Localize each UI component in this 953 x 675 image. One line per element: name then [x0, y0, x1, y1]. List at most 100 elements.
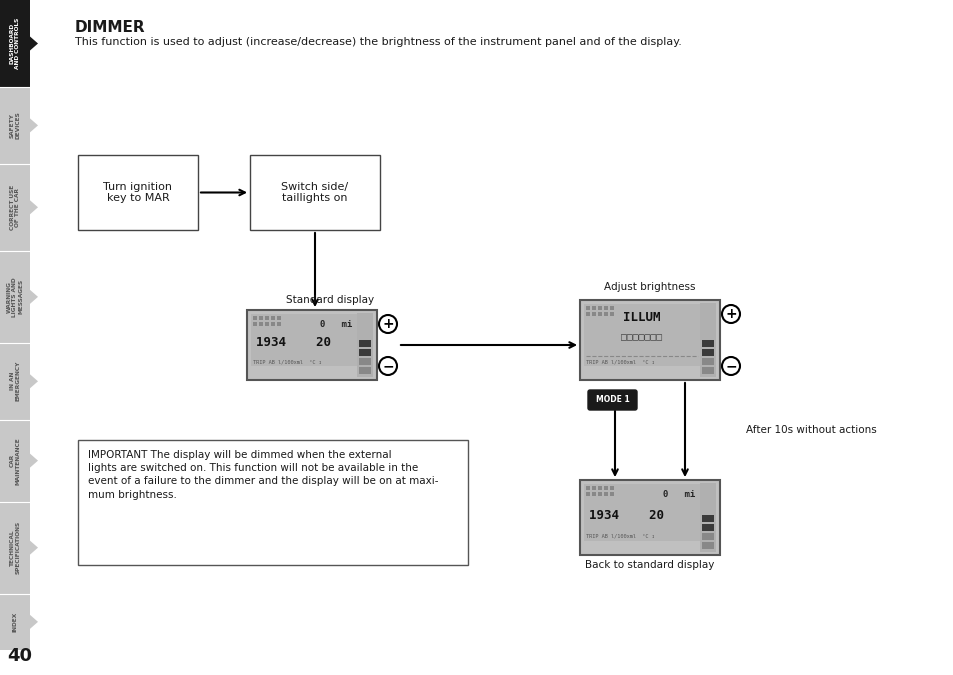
Bar	[0, 251, 30, 343]
Bar	[701, 542, 713, 549]
Text: MODE 1: MODE 1	[595, 396, 629, 404]
Bar	[253, 322, 256, 326]
Bar	[358, 349, 371, 356]
Text: TRIP AB l/100xml  °C ↕: TRIP AB l/100xml °C ↕	[253, 359, 321, 364]
Bar	[701, 524, 713, 531]
Bar	[585, 492, 589, 496]
Bar	[251, 314, 356, 366]
Bar	[258, 316, 263, 320]
Text: IN AN
EMERGENCY: IN AN EMERGENCY	[10, 361, 20, 402]
Bar	[603, 486, 607, 490]
Text: Adjust brightness: Adjust brightness	[603, 282, 695, 292]
FancyBboxPatch shape	[587, 390, 637, 410]
Bar	[598, 486, 601, 490]
Bar	[585, 312, 589, 316]
Bar	[0, 594, 30, 650]
Bar	[356, 313, 373, 377]
Bar	[0, 420, 30, 502]
Text: Turn ignition
key to MAR: Turn ignition key to MAR	[103, 182, 172, 203]
Text: SAFETY
DEVICES: SAFETY DEVICES	[10, 111, 20, 139]
Bar	[358, 358, 371, 365]
Bar	[592, 492, 596, 496]
Text: −: −	[382, 359, 394, 373]
Bar	[701, 358, 713, 365]
Text: CORRECT USE
OF THE CAR: CORRECT USE OF THE CAR	[10, 185, 20, 230]
Bar	[609, 492, 614, 496]
Bar	[276, 322, 281, 326]
Bar	[250, 155, 379, 230]
Bar	[0, 502, 30, 594]
Text: CAR
MAINTENANCE: CAR MAINTENANCE	[10, 437, 20, 485]
Circle shape	[721, 305, 740, 323]
Bar	[609, 486, 614, 490]
Polygon shape	[30, 615, 38, 629]
Bar	[598, 306, 601, 310]
Text: DIMMER: DIMMER	[75, 20, 146, 35]
Text: Standard display: Standard display	[286, 295, 374, 305]
Text: INDEX: INDEX	[12, 612, 17, 632]
Text: □□□□□□□: □□□□□□□	[620, 332, 662, 342]
Bar	[701, 340, 713, 347]
Polygon shape	[30, 541, 38, 555]
Text: DASHBOARD
AND CONTROLS: DASHBOARD AND CONTROLS	[10, 18, 20, 69]
Text: TRIP AB l/100xml  °C ↕: TRIP AB l/100xml °C ↕	[585, 534, 654, 539]
Polygon shape	[30, 454, 38, 468]
Circle shape	[378, 315, 396, 333]
Bar	[78, 440, 468, 565]
Bar	[253, 316, 256, 320]
Text: 1934    20: 1934 20	[588, 509, 663, 522]
Bar	[700, 303, 716, 377]
Bar	[583, 304, 700, 366]
Bar	[0, 87, 30, 164]
Polygon shape	[30, 375, 38, 388]
Bar	[592, 312, 596, 316]
Bar	[579, 480, 720, 555]
Bar	[592, 486, 596, 490]
Bar	[701, 533, 713, 540]
Bar	[358, 367, 371, 374]
Text: After 10s without actions: After 10s without actions	[745, 425, 876, 435]
Bar	[276, 316, 281, 320]
Text: 0   mi: 0 mi	[662, 490, 695, 499]
Circle shape	[721, 357, 740, 375]
Bar	[701, 349, 713, 356]
Text: This function is used to adjust (increase/decrease) the brightness of the instru: This function is used to adjust (increas…	[75, 37, 681, 47]
Bar	[265, 322, 269, 326]
Bar	[592, 306, 596, 310]
Text: IMPORTANT The display will be dimmed when the external
lights are switched on. T: IMPORTANT The display will be dimmed whe…	[88, 450, 438, 500]
Text: Back to standard display: Back to standard display	[585, 560, 714, 570]
Polygon shape	[30, 36, 38, 51]
Text: 40: 40	[8, 647, 32, 665]
Circle shape	[378, 357, 396, 375]
Text: ILLUM: ILLUM	[622, 311, 660, 324]
Bar	[609, 312, 614, 316]
Bar	[598, 492, 601, 496]
Text: −: −	[724, 359, 736, 373]
Polygon shape	[30, 118, 38, 132]
Text: 0   mi: 0 mi	[319, 320, 352, 329]
Bar	[358, 340, 371, 347]
Bar	[701, 515, 713, 522]
Text: WARNING
LIGHTS AND
MESSAGES: WARNING LIGHTS AND MESSAGES	[7, 277, 23, 317]
Text: 1934    20: 1934 20	[255, 337, 331, 350]
Text: TECHNICAL
SPECIFICATIONS: TECHNICAL SPECIFICATIONS	[10, 521, 20, 574]
Bar	[603, 492, 607, 496]
Polygon shape	[30, 290, 38, 304]
Bar	[583, 484, 700, 541]
Bar	[247, 310, 376, 380]
Bar	[0, 164, 30, 251]
Bar	[579, 300, 720, 380]
Bar	[78, 155, 198, 230]
Text: TRIP AB l/100xml  °C ↕: TRIP AB l/100xml °C ↕	[585, 359, 654, 364]
Bar	[700, 483, 716, 552]
Bar	[265, 316, 269, 320]
Bar	[603, 306, 607, 310]
Bar	[585, 306, 589, 310]
Bar	[609, 306, 614, 310]
Bar	[701, 367, 713, 374]
Bar	[585, 486, 589, 490]
Bar	[598, 312, 601, 316]
Bar	[603, 312, 607, 316]
Bar	[0, 0, 30, 87]
Polygon shape	[30, 200, 38, 214]
